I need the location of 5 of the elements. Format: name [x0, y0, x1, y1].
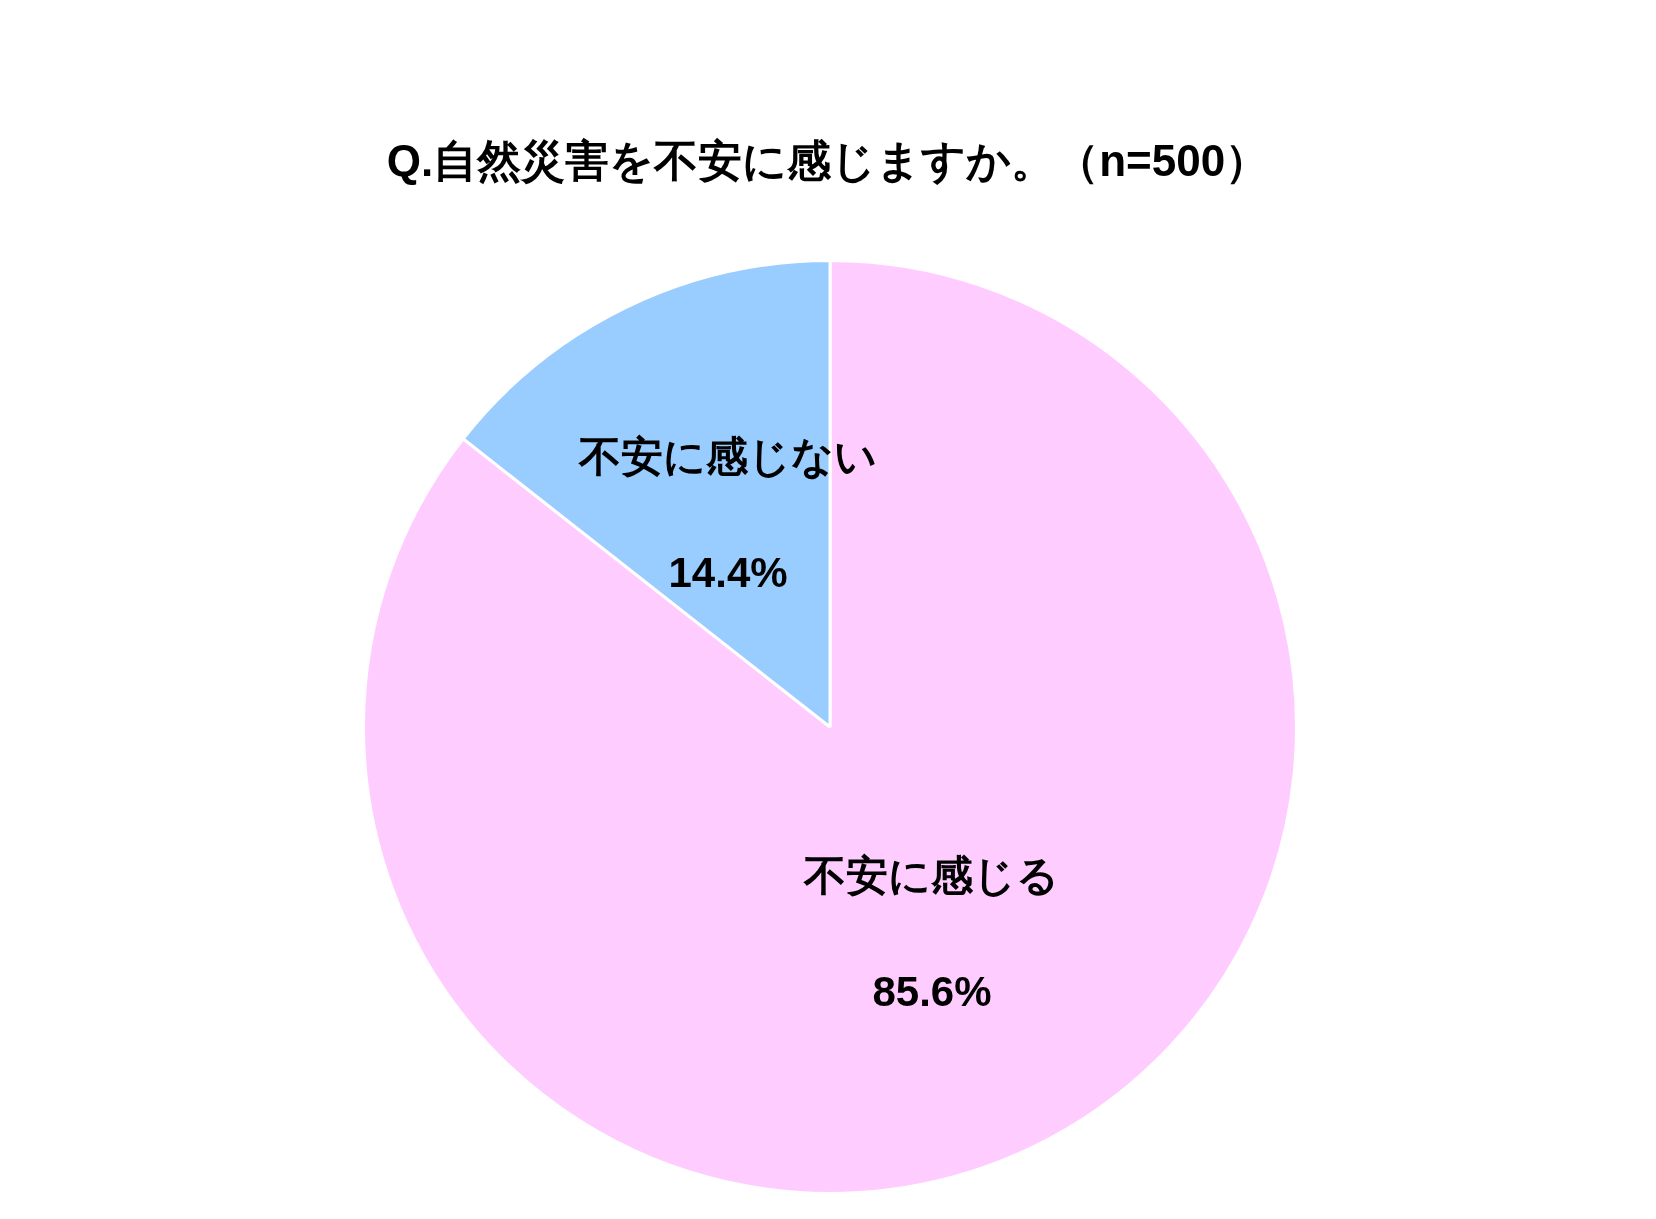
data-label: 85.6%: [872, 968, 992, 1016]
slice-label: 不安に感じる: [803, 852, 1060, 900]
chart-title: Q.自然災害を不安に感じますか。（n=500）: [386, 136, 1270, 186]
slice-label: 不安に感じない: [578, 432, 878, 480]
data-label: 14.4%: [668, 548, 788, 596]
